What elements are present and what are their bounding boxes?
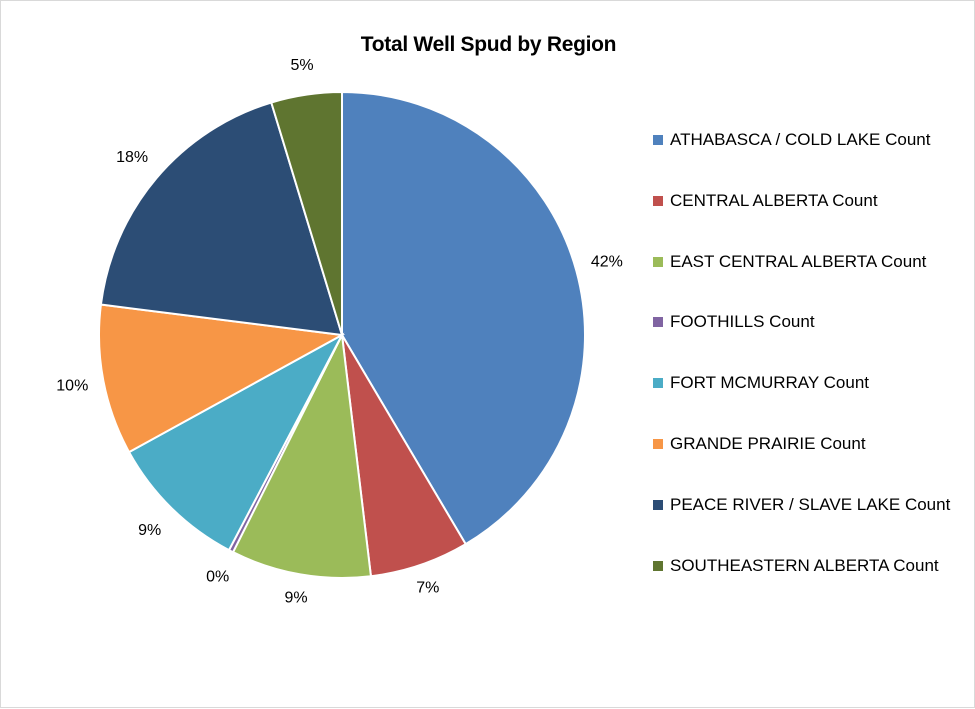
legend-swatch — [653, 378, 663, 389]
legend-label: CENTRAL ALBERTA Count — [670, 190, 878, 210]
legend-label: ATHABASCA / COLD LAKE Count — [670, 130, 931, 149]
slice-data-label: 5% — [290, 57, 313, 74]
slice-data-label: 7% — [416, 579, 439, 596]
pie-slice-1 — [341, 90, 586, 546]
legend-swatch — [653, 256, 663, 267]
legend-swatch — [653, 438, 663, 449]
legend-swatch — [653, 135, 663, 145]
pie-slice-5 — [127, 332, 345, 552]
legend-item: GRANDE PRAIRIE Count — [653, 433, 973, 494]
legend-label: FOOTHILLS Count — [670, 312, 815, 332]
slice-data-label: 0% — [206, 568, 229, 585]
pie-slice-7 — [99, 101, 344, 337]
legend-swatch — [653, 560, 663, 571]
legend-swatch — [653, 195, 663, 206]
legend-label: PEACE RIVER / SLAVE LAKE Count — [670, 494, 951, 514]
legend: ATHABASCA / COLD LAKE Count CENTRAL ALBER… — [653, 129, 973, 615]
slice-data-label: 18% — [116, 149, 148, 166]
chart-title: Total Well Spud by Region — [360, 33, 617, 56]
slice-data-label: 42% — [591, 254, 623, 271]
legend-item: CENTRAL ALBERTA Count — [653, 190, 973, 251]
pie-slice-8 — [270, 90, 343, 336]
legend-label: GRANDE PRAIRIE Count — [670, 433, 866, 453]
legend-label: SOUTHEASTERN ALBERTA Count — [670, 555, 939, 575]
legend-item: PEACE RIVER / SLAVE LAKE Count — [653, 494, 973, 555]
legend-swatch — [653, 317, 663, 328]
legend-item: FOOTHILLS Count — [653, 311, 973, 372]
legend-label: FORT MCMURRAY Count — [670, 373, 870, 393]
pie-slice-3 — [231, 331, 373, 579]
legend-item: EAST CENTRAL ALBERTA Count — [653, 251, 973, 312]
slice-data-label: 10% — [56, 378, 88, 395]
legend-label: EAST CENTRAL ALBERTA Count — [670, 251, 927, 271]
legend-item: FORT MCMURRAY Count — [653, 372, 973, 433]
legend-swatch — [653, 499, 663, 510]
slice-data-label: 9% — [138, 522, 161, 539]
legend-item: SOUTHEASTERN ALBERTA Count — [653, 555, 973, 616]
legend-item: ATHABASCA / COLD LAKE Count — [653, 129, 973, 190]
slice-data-label: 9% — [284, 590, 307, 607]
pie-slice-6 — [98, 303, 346, 454]
